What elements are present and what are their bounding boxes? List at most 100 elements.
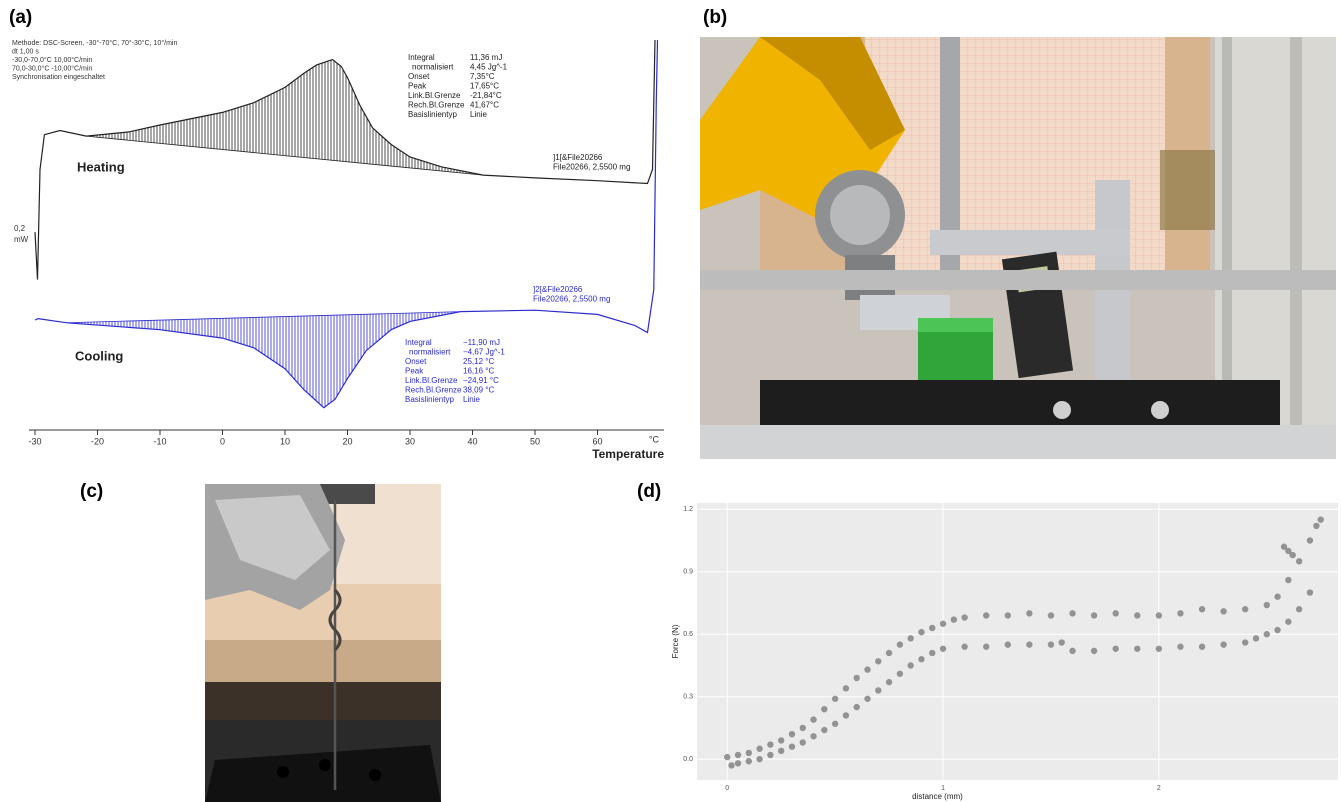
y-tick-label: 1.2 [683, 506, 693, 513]
data-point [940, 646, 946, 652]
data-point [789, 743, 795, 749]
data-point [983, 644, 989, 650]
result-text: Link.Bl.Grenze [405, 376, 458, 385]
data-point [1220, 608, 1226, 614]
data-point [1177, 644, 1183, 650]
data-point [778, 748, 784, 754]
data-point [1285, 577, 1291, 583]
photo-sample [205, 484, 441, 802]
photo-setup [700, 37, 1336, 459]
data-point [843, 712, 849, 718]
y-tick-label: 0.3 [683, 694, 693, 701]
x-tick-label: 0 [220, 436, 225, 446]
result-text: 25,12 °C [463, 357, 494, 366]
x-unit: °C [649, 434, 660, 444]
x-tick-label: 2 [1157, 785, 1161, 792]
data-point [778, 737, 784, 743]
result-text: Integral [405, 338, 432, 347]
data-point [1113, 646, 1119, 652]
data-point [728, 762, 734, 768]
x-tick-label: -30 [28, 436, 41, 446]
data-point [821, 727, 827, 733]
result-text: −4,67 Jg^-1 [463, 348, 505, 357]
data-point [1307, 589, 1313, 595]
data-point [1069, 648, 1075, 654]
x-tick-label: 10 [280, 436, 290, 446]
data-point [907, 635, 913, 641]
data-point [756, 756, 762, 762]
result-text: 4,45 Jg^-1 [470, 63, 508, 72]
data-point [724, 754, 730, 760]
series-label: Cooling [75, 348, 123, 363]
data-point [961, 614, 967, 620]
data-point [1005, 641, 1011, 647]
y-tick-label: 0.6 [683, 631, 693, 638]
data-point [983, 612, 989, 618]
data-point [1156, 612, 1162, 618]
x-tick-label: 60 [592, 436, 602, 446]
data-point [875, 687, 881, 693]
file-label: ]1[&File20266 [553, 153, 603, 162]
data-point [1134, 646, 1140, 652]
data-point [746, 750, 752, 756]
data-point [897, 641, 903, 647]
data-point [1059, 639, 1065, 645]
data-point [1242, 606, 1248, 612]
data-point [735, 752, 741, 758]
data-point [1274, 627, 1280, 633]
y-axis-title: Force (N) [671, 624, 680, 658]
method-text: Methode: DSC-Screen, -30°-70°C, 70°-30°C… [12, 39, 177, 47]
data-point [810, 733, 816, 739]
x-tick-label: 20 [342, 436, 352, 446]
data-point [1199, 606, 1205, 612]
data-point [951, 616, 957, 622]
data-point [1318, 516, 1324, 522]
x-axis-title: Temperature [592, 447, 664, 461]
data-point [864, 696, 870, 702]
scale-label: mW [14, 235, 29, 244]
result-text: normalisiert [412, 63, 454, 72]
method-text: -30,0-70,0°C 10,00°C/min [12, 56, 92, 64]
data-point [1048, 612, 1054, 618]
x-tick-label: 50 [530, 436, 540, 446]
data-point [864, 666, 870, 672]
data-point [929, 625, 935, 631]
data-point [1313, 523, 1319, 529]
data-point [929, 650, 935, 656]
data-point [854, 675, 860, 681]
data-point [756, 746, 762, 752]
data-point [1091, 648, 1097, 654]
data-point [1296, 558, 1302, 564]
plot-background [697, 503, 1338, 780]
result-text: Basislinientyp [405, 395, 454, 404]
result-text: 38,09 °C [463, 386, 494, 395]
data-point [832, 696, 838, 702]
data-point [800, 739, 806, 745]
result-text: Rech.Bl.Grenze [405, 386, 462, 395]
result-text: Onset [408, 72, 430, 81]
data-point [1026, 610, 1032, 616]
data-point [789, 731, 795, 737]
result-text: normalisiert [409, 348, 451, 357]
result-text: Peak [405, 367, 424, 376]
x-tick-label: 30 [405, 436, 415, 446]
result-text: 17,65°C [470, 82, 499, 91]
series-label: Heating [77, 159, 125, 174]
result-text: -21,84°C [470, 91, 502, 100]
data-point [767, 752, 773, 758]
result-text: 11,36 mJ [470, 53, 502, 62]
data-point [800, 725, 806, 731]
data-point [1264, 631, 1270, 637]
data-point [918, 629, 924, 635]
panel-label: (b) [703, 7, 727, 28]
data-point [1199, 644, 1205, 650]
data-point [832, 721, 838, 727]
data-point [886, 679, 892, 685]
data-point [1091, 612, 1097, 618]
panel-label: (d) [637, 481, 661, 502]
result-text: Integral [408, 53, 435, 62]
data-point [1296, 606, 1302, 612]
figure: (a) (b) (c) (d) [0, 0, 1341, 802]
method-text: 70,0-30,0°C -10,00°C/min [12, 64, 92, 72]
result-text: Link.Bl.Grenze [408, 91, 461, 100]
